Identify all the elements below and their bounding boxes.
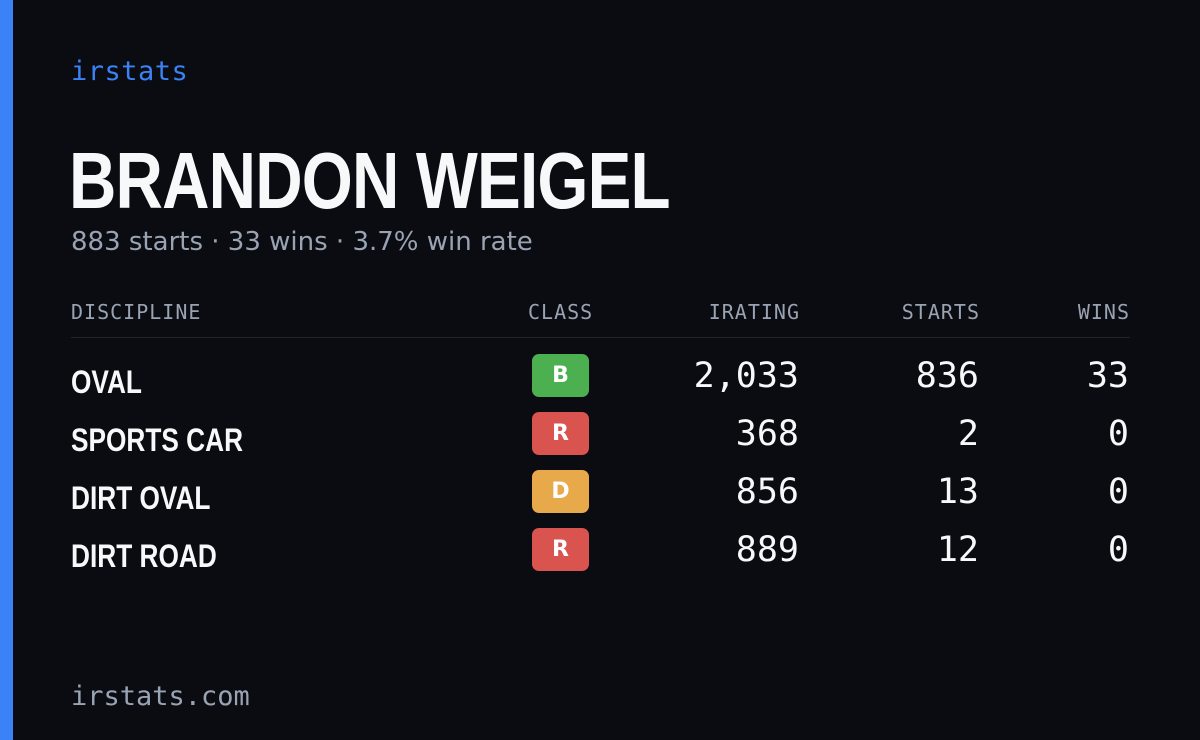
starts-cell: 12 (936, 530, 979, 570)
discipline-cell: DIRT OVAL (71, 480, 211, 516)
table-body: OVAL B 2,033 836 33 SPORTS CAR R 368 2 0… (71, 338, 1130, 586)
wins-cell: 0 (1107, 414, 1129, 454)
header-discipline: DISCIPLINE (71, 300, 202, 324)
starts-cell: 2 (957, 414, 979, 454)
discipline-cell: OVAL (71, 364, 142, 400)
table-header: DISCIPLINE CLASS IRATING STARTS WINS (71, 296, 1130, 338)
starts-cell: 836 (915, 356, 979, 396)
footer-url: irstats.com (71, 681, 250, 712)
class-badge: D (532, 470, 589, 513)
discipline-cell: DIRT ROAD (71, 538, 217, 574)
class-badge: R (532, 528, 589, 571)
table-row: OVAL B 2,033 836 33 (71, 354, 1130, 412)
driver-name: BRANDON WEIGEL (69, 136, 671, 225)
header-class: CLASS (528, 300, 594, 324)
header-wins: WINS (1077, 300, 1130, 324)
class-badge: B (532, 354, 589, 397)
wins-cell: 0 (1107, 472, 1129, 512)
wins-cell: 0 (1107, 530, 1129, 570)
driver-summary: 883 starts · 33 wins · 3.7% win rate (71, 227, 533, 257)
wins-cell: 33 (1086, 356, 1129, 396)
accent-bar (0, 0, 13, 740)
header-starts: STARTS (901, 300, 980, 324)
table-row: DIRT OVAL D 856 13 0 (71, 470, 1130, 528)
irating-cell: 889 (735, 530, 799, 570)
brand-logo-text: irstats (71, 56, 189, 87)
starts-cell: 13 (936, 472, 979, 512)
stats-table: DISCIPLINE CLASS IRATING STARTS WINS OVA… (71, 296, 1130, 586)
irating-cell: 2,033 (693, 356, 799, 396)
irating-cell: 368 (735, 414, 799, 454)
irating-cell: 856 (735, 472, 799, 512)
header-irating: IRATING (708, 300, 800, 324)
discipline-cell: SPORTS CAR (71, 422, 244, 458)
table-row: SPORTS CAR R 368 2 0 (71, 412, 1130, 470)
class-badge: R (532, 412, 589, 455)
table-row: DIRT ROAD R 889 12 0 (71, 528, 1130, 586)
